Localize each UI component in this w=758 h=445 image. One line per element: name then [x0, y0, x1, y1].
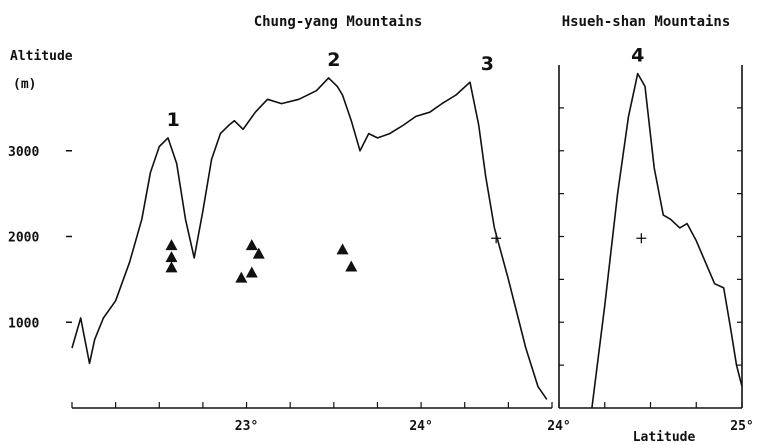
y-ticks-right [559, 107, 742, 366]
series-line-chung-yang [71, 77, 548, 400]
triangle-marker [245, 239, 258, 251]
y-tick-label: 2000 [8, 231, 39, 246]
x-axis-label-latitude: Latitude [633, 430, 696, 445]
peak-labels-right: 4 [631, 45, 644, 67]
markers-left [165, 233, 502, 283]
x-tick-label: 23° [235, 419, 258, 434]
triangle-marker [245, 266, 258, 278]
triangle-marker [165, 251, 178, 263]
x-tick-label: 24° [409, 419, 432, 434]
peak-labels-left: 1 2 3 [167, 49, 494, 131]
triangle-marker [345, 260, 358, 272]
y-ticks-left: 1000 2000 3000 [8, 145, 72, 331]
x-ticks-left: 23° 24° [71, 402, 553, 434]
y-axis-label-line1: Altitude [10, 49, 73, 64]
y-axis-label-line2: (m) [13, 77, 36, 92]
chung-yang-panel: Chung-yang Mountains Altitude (m) 1000 20… [8, 14, 553, 434]
triangle-marker [336, 243, 349, 255]
x-ticks-right: 24° 25° [547, 402, 754, 434]
markers-right [636, 233, 647, 244]
peak-label: 4 [631, 45, 644, 67]
peak-label: 1 [167, 109, 180, 131]
triangle-marker [165, 239, 178, 251]
chart-title-chung-yang: Chung-yang Mountains [254, 14, 423, 30]
x-tick-label: 24° [547, 419, 570, 434]
triangle-marker [235, 271, 248, 283]
y-tick-label: 1000 [8, 316, 39, 331]
peak-label: 2 [327, 49, 340, 71]
y-tick-label: 3000 [8, 145, 39, 160]
hsueh-shan-panel: Hsueh-shan Mountains 24° 25° Latitude 4 [547, 14, 753, 445]
plus-marker [491, 233, 502, 244]
chart-title-hsueh-shan: Hsueh-shan Mountains [562, 14, 731, 30]
x-tick-label: 25° [730, 419, 753, 434]
plus-marker [636, 233, 647, 244]
triangle-marker [165, 261, 178, 273]
peak-label: 3 [481, 53, 494, 75]
series-line-hsueh-shan [591, 72, 743, 409]
triangle-marker [252, 247, 265, 259]
